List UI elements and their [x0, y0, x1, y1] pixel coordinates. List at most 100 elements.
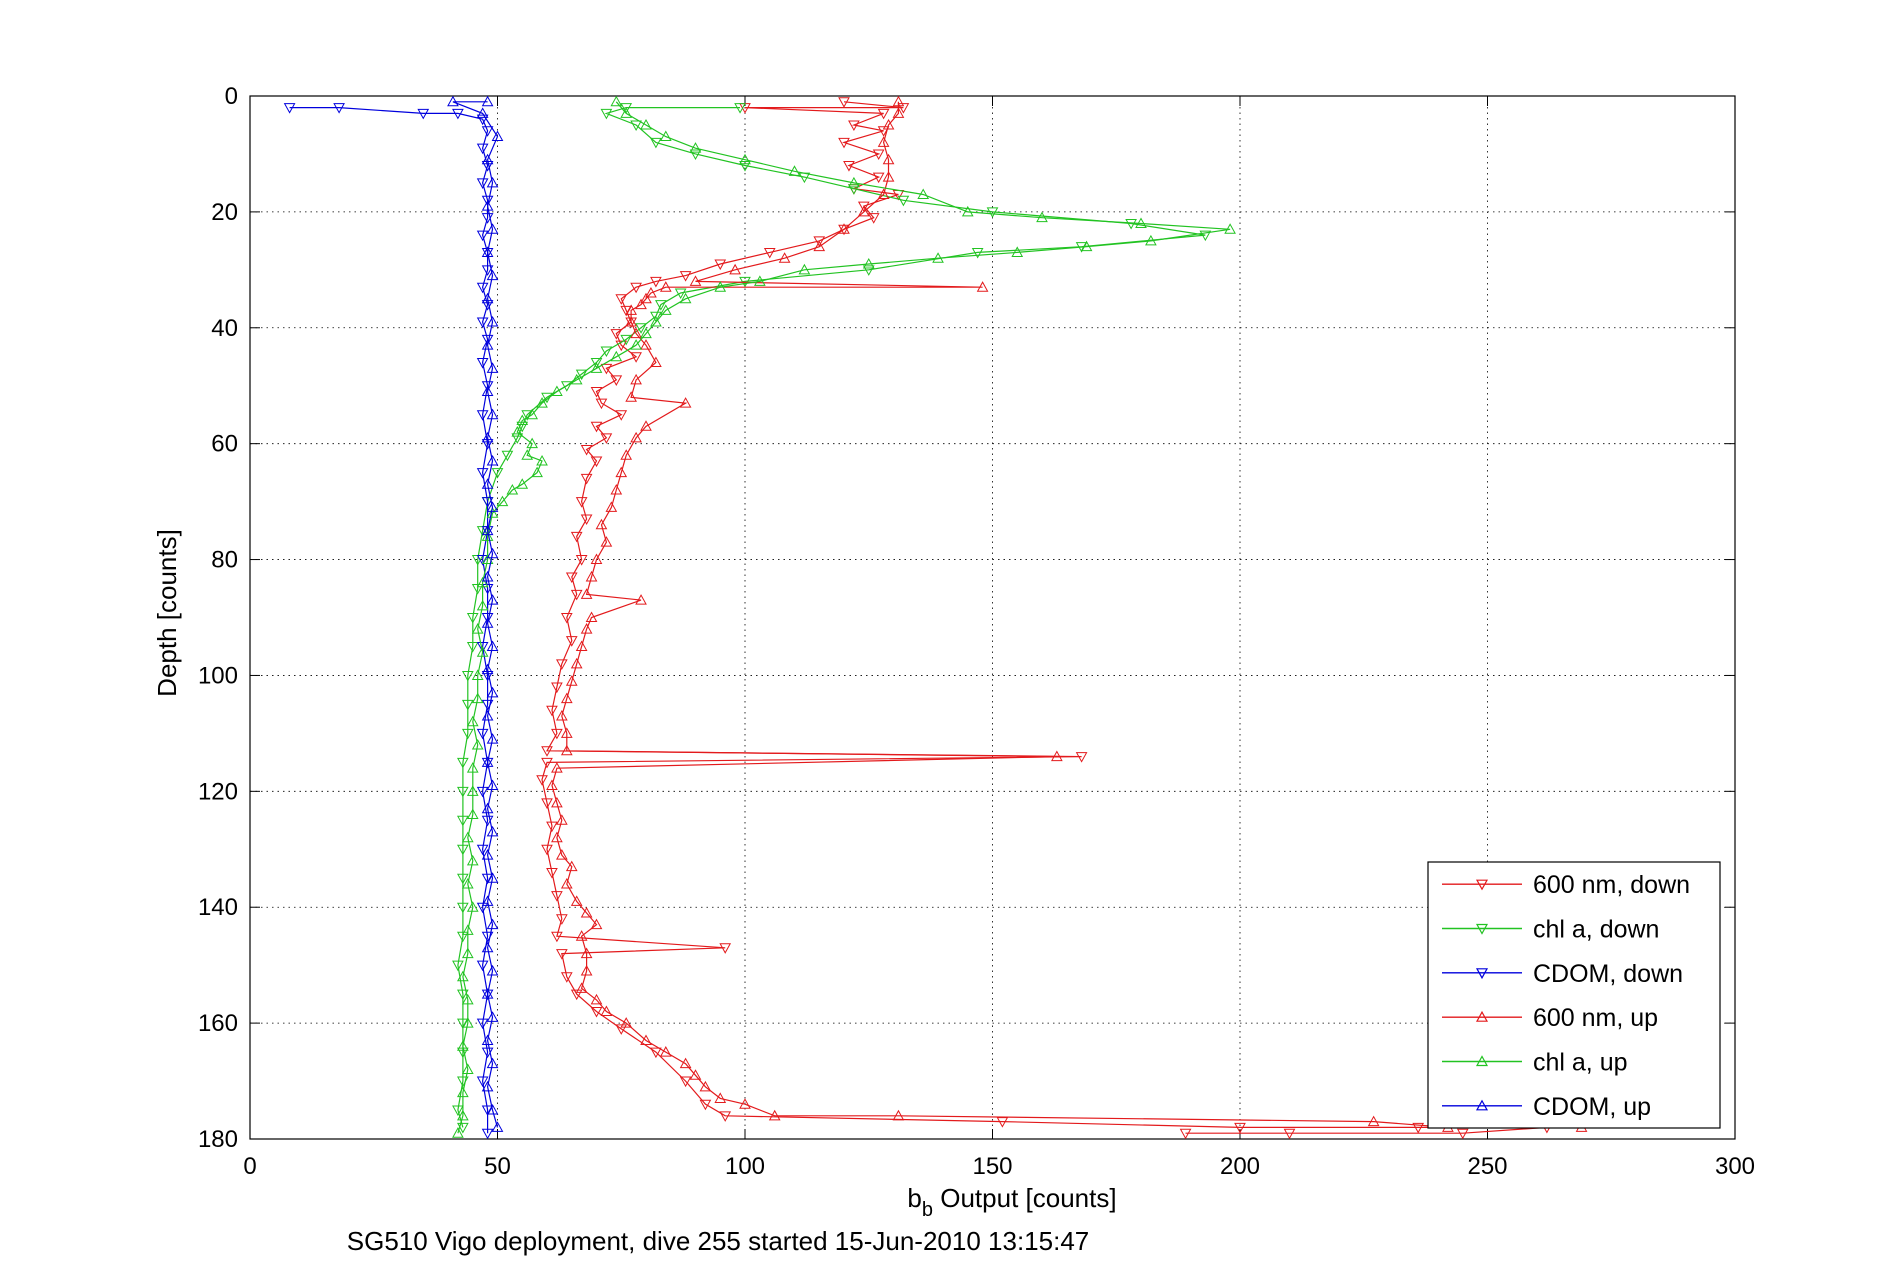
legend-marker	[1475, 923, 1489, 935]
data-point	[630, 327, 642, 339]
data-point	[560, 613, 573, 624]
data-point	[615, 466, 628, 478]
data-point	[699, 1099, 712, 1111]
data-point	[640, 420, 652, 431]
data-point	[630, 352, 642, 363]
data-point	[1075, 752, 1088, 763]
data-point	[848, 184, 860, 195]
data-point	[1051, 750, 1063, 762]
data-point	[481, 1128, 494, 1140]
data-point	[565, 636, 578, 647]
data-point	[481, 381, 494, 392]
data-point	[655, 300, 667, 311]
data-point	[481, 334, 494, 346]
data-point	[610, 350, 623, 362]
data-point	[734, 103, 746, 114]
data-point	[546, 779, 558, 791]
data-point	[570, 531, 583, 543]
data-point	[486, 269, 499, 281]
data-point	[565, 860, 578, 872]
data-point	[457, 902, 469, 914]
data-point	[457, 1086, 469, 1098]
data-point	[1080, 240, 1093, 252]
data-point	[659, 130, 672, 142]
data-point	[283, 103, 296, 114]
data-point	[486, 501, 499, 512]
y-tick-label: 40	[211, 315, 238, 342]
data-point	[486, 507, 499, 518]
y-tick-label: 140	[198, 894, 238, 921]
data-point	[481, 265, 494, 276]
data-point	[556, 814, 568, 825]
data-point	[580, 444, 593, 456]
data-point	[516, 478, 529, 489]
data-point	[595, 398, 608, 410]
data-point	[551, 682, 563, 694]
data-point	[541, 844, 553, 856]
data-point	[486, 872, 499, 883]
data-point	[892, 107, 905, 118]
data-point	[620, 449, 633, 460]
data-point	[476, 555, 489, 566]
data-point	[461, 993, 474, 1005]
x-tick-label: 0	[243, 1153, 256, 1180]
data-point	[813, 236, 826, 247]
data-point	[590, 387, 603, 398]
data-point	[486, 1011, 499, 1022]
y-tick-label: 0	[225, 83, 238, 110]
data-point	[491, 130, 504, 142]
data-point	[575, 555, 588, 566]
data-point	[570, 895, 583, 906]
legend-label: CDOM, up	[1533, 1093, 1651, 1121]
data-point	[471, 692, 484, 704]
legend-marker	[1475, 1010, 1489, 1022]
data-point	[798, 263, 811, 275]
data-point	[457, 1040, 469, 1051]
data-point	[551, 796, 563, 808]
data-point	[486, 640, 499, 651]
data-point	[838, 223, 850, 234]
data-point	[481, 553, 494, 565]
data-point	[560, 727, 573, 738]
data-point	[645, 286, 657, 298]
data-point	[1456, 1128, 1469, 1140]
data-point	[615, 410, 628, 421]
data-point	[679, 271, 692, 282]
data-point	[882, 153, 895, 165]
data-point	[476, 230, 489, 242]
data-point	[511, 433, 524, 444]
data-point	[679, 1057, 692, 1069]
data-point	[481, 988, 494, 999]
data-point	[882, 171, 895, 182]
data-point	[714, 281, 727, 292]
data-point	[481, 497, 494, 508]
x-tick-label: 300	[1715, 1153, 1755, 1180]
data-point	[481, 126, 494, 137]
data-point	[476, 728, 489, 740]
data-point	[590, 1007, 603, 1018]
series-cdom-up	[447, 95, 504, 1132]
data-point	[457, 815, 469, 827]
data-point	[862, 258, 875, 269]
data-point	[486, 825, 499, 837]
data-point	[650, 311, 662, 323]
data-point	[630, 373, 642, 385]
data-point	[976, 281, 989, 292]
data-point	[461, 924, 474, 935]
series-line	[457, 101, 1231, 1134]
data-point	[536, 455, 548, 466]
legend-label: CDOM, down	[1533, 960, 1683, 988]
data-point	[457, 757, 469, 769]
data-point	[659, 281, 672, 292]
data-point	[872, 149, 885, 160]
legend-box	[1427, 861, 1721, 1129]
data-point	[610, 375, 623, 386]
data-point	[689, 1069, 702, 1080]
data-point	[610, 329, 623, 340]
data-point	[476, 844, 489, 856]
data-point	[580, 906, 593, 918]
data-point	[560, 744, 573, 756]
data-point	[659, 1046, 672, 1057]
data-point	[476, 282, 489, 294]
data-point	[843, 161, 855, 172]
